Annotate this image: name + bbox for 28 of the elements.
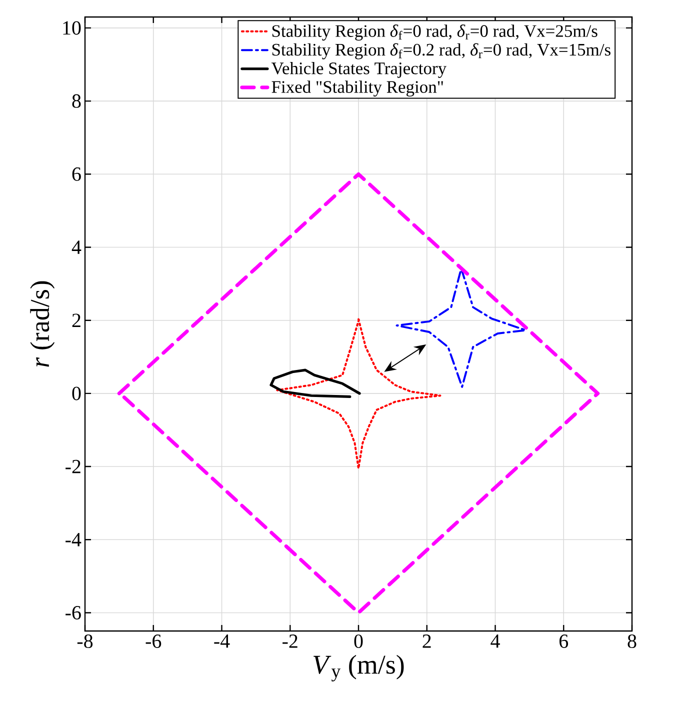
y-tick-label: 8: [72, 94, 81, 108]
line-series: [276, 318, 442, 470]
y-tick-label: 10: [63, 21, 81, 35]
y-tick-label: -2: [66, 460, 80, 474]
x-tick-label: 4: [490, 634, 500, 648]
y-tick-label: 6: [72, 167, 81, 181]
x-tick-label: -2: [282, 634, 298, 648]
y-tick-label: 0: [72, 386, 81, 400]
x-tick-label: -6: [146, 634, 162, 648]
x-axis-title: V$_{y}$ (m/s): [314, 654, 404, 682]
legend-label: Fixed "Stability Region": [272, 80, 443, 97]
x-tick-label: 0: [354, 634, 363, 648]
legend-label: Stability Region δ$_{f}$=0 rad, δ$_{r}$=0 rad, Vx=25m/s: [272, 24, 598, 41]
y-tick-label: -4: [66, 533, 82, 546]
x-tick-label: 6: [559, 634, 568, 648]
line-series: [117, 172, 600, 615]
y-tick-label: 4: [72, 240, 82, 254]
legend-label: Stability Region δ$_{f}$=0.2 rad, δ$_{r}$=0 rad, Vx=15m/s: [272, 43, 610, 60]
legend-label: Vehicle States Trajectory: [271, 62, 447, 78]
x-tick-label: 8: [628, 634, 636, 648]
line-series: [270, 368, 361, 398]
x-tick-label: -8: [77, 634, 93, 648]
y-tick-label: -6: [66, 606, 81, 620]
x-tick-label: 2: [422, 634, 431, 648]
line-series: [396, 268, 527, 388]
y-axis-title: r (rad/s): [30, 281, 55, 367]
y-tick-label: 2: [72, 314, 80, 327]
x-tick-label: -4: [214, 634, 230, 648]
